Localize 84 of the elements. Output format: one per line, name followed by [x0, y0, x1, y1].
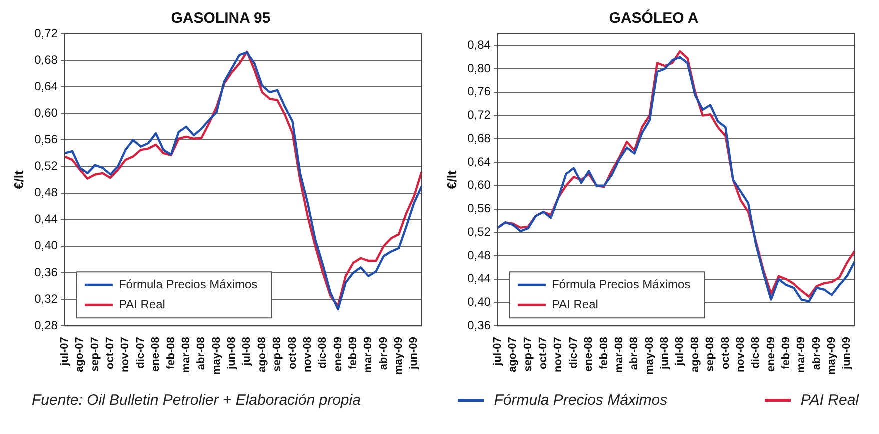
x-tick-label: ago-08 — [256, 337, 268, 373]
y-tick-label: 0,28 — [34, 318, 58, 332]
x-tick-label: ago-07 — [74, 337, 86, 373]
x-tick-label: sep-07 — [522, 337, 534, 372]
y-tick-label: 0,36 — [468, 318, 492, 332]
x-tick-label: jun-09 — [841, 337, 854, 370]
x-tick-label: jul-07 — [492, 337, 504, 367]
y-tick-label: 0,52 — [34, 159, 58, 174]
x-tick-label: oct-08 — [286, 337, 299, 370]
x-tick-label: may-08 — [210, 337, 223, 376]
x-tick-label: mar-09 — [362, 337, 375, 374]
y-tick-label: 0,68 — [34, 52, 58, 67]
chart-title: GASOLINA 95 — [171, 10, 271, 28]
y-tick-label: 0,80 — [468, 61, 492, 76]
x-tick-label: jun-09 — [408, 337, 420, 370]
y-tick-label: 0,40 — [34, 238, 58, 253]
x-tick-label: nov-08 — [302, 337, 314, 373]
text: PAI Real — [800, 392, 859, 409]
text: Fórmula Precios Máximos — [494, 392, 668, 409]
x-tick-label: jul-08 — [674, 337, 686, 367]
y-tick-label: 0,60 — [34, 106, 58, 120]
y-tick-label: 0,84 — [468, 38, 492, 52]
x-tick-label: mar-08 — [613, 337, 626, 374]
x-tick-label: ene-08 — [150, 337, 162, 372]
x-tick-label: jun-08 — [226, 337, 238, 370]
x-tick-label: abr-09 — [810, 337, 823, 370]
legend-label: PAI Real — [552, 297, 598, 312]
x-tick-label: may-09 — [826, 337, 838, 376]
x-tick-label: nov-07 — [552, 337, 565, 373]
y-tick-label: 0,64 — [34, 79, 58, 94]
source-note: Fuente: Oil Bulletin Petrolier + Elaboración propia — [32, 392, 361, 409]
x-tick-label: nov-08 — [734, 337, 747, 373]
y-tick-label: 0,48 — [468, 248, 492, 262]
chart-title: GASÓLEO A — [609, 9, 699, 28]
x-tick-label: feb-09 — [780, 337, 792, 370]
y-tick-label: 0,52 — [468, 224, 492, 239]
x-tick-label: dic-08 — [317, 337, 330, 369]
x-tick-label: oct-08 — [720, 337, 732, 370]
y-tick-label: 0,56 — [34, 132, 58, 147]
x-tick-label: dic-07 — [134, 337, 147, 369]
x-tick-label: sep-08 — [272, 337, 284, 372]
x-tick-label: mar-09 — [796, 337, 808, 374]
x-tick-label: ene-09 — [765, 337, 778, 372]
y-tick-label: 0,56 — [468, 202, 492, 216]
x-tick-label: jun-08 — [659, 337, 672, 370]
x-tick-label: sep-08 — [704, 337, 717, 372]
x-tick-label: abr-08 — [196, 337, 208, 370]
x-tick-label: ene-09 — [332, 337, 344, 372]
y-tick-label: 0,72 — [34, 26, 58, 40]
y-tick-label: 0,76 — [468, 84, 492, 99]
y-axis-title: €/lt — [444, 170, 460, 190]
y-tick-label: 0,48 — [34, 186, 58, 200]
x-tick-label: sep-07 — [89, 337, 102, 372]
y-tick-label: 0,72 — [468, 108, 492, 122]
x-tick-label: oct-07 — [104, 337, 117, 370]
x-tick-label: abr-09 — [378, 337, 390, 370]
x-tick-label: may-08 — [644, 337, 656, 376]
x-tick-label: feb-09 — [348, 337, 360, 370]
x-tick-label: may-09 — [393, 337, 406, 376]
y-tick-label: 0,64 — [468, 154, 492, 169]
x-tick-label: dic-07 — [568, 337, 580, 369]
legend-label: Fórmula Precios Máximos — [118, 277, 258, 292]
x-tick-label: ago-08 — [689, 337, 702, 373]
x-tick-label: dic-08 — [750, 337, 762, 369]
x-tick-label: oct-07 — [538, 337, 550, 370]
y-axis-title: €/lt — [11, 170, 26, 190]
x-tick-label: feb-08 — [598, 337, 610, 370]
x-tick-label: feb-08 — [165, 337, 178, 370]
y-tick-label: 0,36 — [34, 265, 58, 280]
x-tick-label: nov-07 — [120, 337, 132, 373]
y-tick-label: 0,68 — [468, 131, 492, 146]
y-tick-label: 0,40 — [468, 295, 492, 310]
x-tick-label: ene-08 — [583, 337, 596, 372]
y-tick-label: 0,44 — [468, 272, 492, 286]
x-tick-label: jul-08 — [241, 337, 254, 367]
y-tick-label: 0,44 — [34, 212, 58, 226]
x-tick-label: jul-07 — [58, 337, 71, 367]
legend-label: PAI Real — [118, 297, 166, 312]
legend-label: Fórmula Precios Máximos — [552, 277, 691, 292]
x-tick-label: abr-08 — [628, 337, 641, 370]
y-tick-label: 0,32 — [34, 292, 58, 306]
x-tick-label: ago-07 — [507, 337, 520, 373]
x-tick-label: mar-08 — [180, 337, 192, 374]
y-tick-label: 0,60 — [468, 178, 492, 192]
